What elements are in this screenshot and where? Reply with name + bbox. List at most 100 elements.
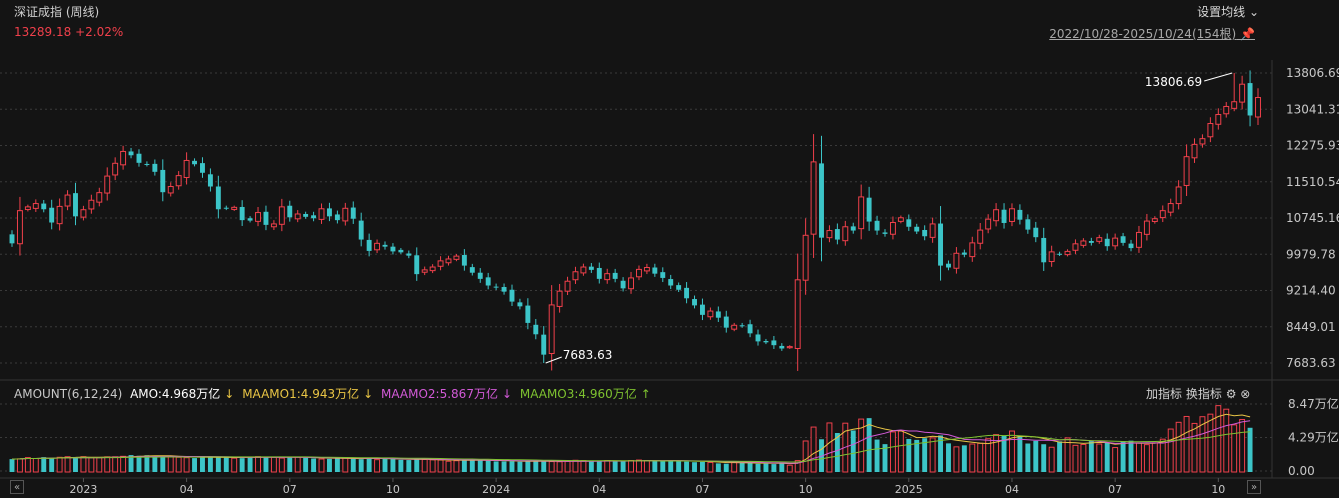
scroll-left-button[interactable]: « [10, 480, 24, 494]
amount-bar-down [192, 458, 197, 472]
amount-bar-up [24, 457, 31, 473]
ma-settings-button[interactable]: 设置均线 ⌄ [1197, 3, 1259, 20]
close-icon[interactable]: ⊗ [1240, 387, 1251, 401]
amount-bar-up [1048, 446, 1055, 473]
amount-bar-down [223, 457, 229, 472]
candle-body-up [270, 223, 277, 228]
amount-bar-down [715, 463, 721, 472]
amo-value: AMO:4.968万亿 [130, 387, 221, 401]
add-indicator-button[interactable]: 加指标 [1146, 387, 1183, 401]
amount-bar-down [382, 458, 388, 472]
candle-body-up [120, 150, 127, 166]
candle-body-down [652, 267, 658, 274]
low-label: 7683.63 [563, 348, 613, 362]
candle-body-up [929, 223, 936, 238]
candle-body-down [128, 151, 134, 156]
candle-body-up [1231, 101, 1238, 109]
candle-body-down [819, 163, 824, 238]
amount-bar-up [1151, 442, 1158, 473]
candle-body-up [278, 206, 285, 225]
amount-bar-down [946, 443, 951, 472]
amount-bar-down [517, 461, 523, 472]
time-tick-label: 2024 [482, 483, 510, 496]
amount-bar-down [1033, 440, 1039, 472]
amount-bar-up [1191, 422, 1198, 473]
indicator-buttons: 加指标 换指标 ⚙ ⊗ [1146, 385, 1250, 402]
candle-body-up [1239, 83, 1246, 103]
candle-body-up [556, 290, 563, 307]
amount-bar-down [668, 460, 674, 472]
amount-bar-up [953, 446, 960, 473]
amount-bar-up [318, 458, 325, 473]
candle-body-up [374, 242, 381, 251]
amount-bar-up [421, 458, 428, 473]
candle-body-down [485, 277, 491, 286]
chevron-down-icon: ⌄ [1248, 5, 1259, 19]
amount-bar-down [612, 460, 618, 472]
amount-bar-down [358, 459, 364, 472]
amount-bar-down [588, 460, 594, 472]
amount-bar-up [1223, 408, 1230, 473]
amount-bar-up [731, 461, 738, 473]
amount-bar-up [445, 460, 452, 473]
candle-body-up [175, 175, 182, 187]
amount-bar-up [56, 456, 63, 473]
amount-bar-down [866, 418, 872, 472]
amount-bar-down [263, 456, 269, 472]
candle-body-up [1175, 186, 1182, 205]
candle-body-up [889, 222, 896, 235]
scroll-right-button[interactable]: » [1247, 480, 1261, 494]
candle-body-up [342, 207, 349, 222]
amount-bar-down [477, 460, 483, 472]
amount-bar-down [1025, 443, 1031, 472]
amount-bar-down [1120, 441, 1126, 472]
amount-bar-up [429, 459, 436, 473]
candle-body-down [1001, 209, 1007, 223]
maamo2-value: MAAMO2:5.867万亿 [381, 387, 498, 401]
amount-bar-up [96, 457, 103, 473]
amount-tick-label: 8.47万亿 [1288, 396, 1339, 411]
amount-bar-down [525, 460, 531, 472]
date-range[interactable]: 2022/10/28-2025/10/24(154根) 📌 [1049, 25, 1255, 42]
candle-body-down [541, 334, 547, 355]
candle-body-up [604, 273, 611, 281]
amount-bar-down [882, 444, 888, 472]
candle-body-up [453, 255, 460, 260]
amount-bar-down [739, 462, 745, 472]
candle-body-down [358, 220, 364, 240]
candle-body-down [73, 193, 78, 217]
amount-bar-up [1143, 444, 1150, 473]
amount-bar-down [723, 463, 729, 472]
price-tick-label: 13041.31 [1286, 102, 1339, 116]
amount-bar-up [1239, 418, 1246, 473]
candle-body-up [993, 209, 1000, 222]
candle-body-up [445, 258, 452, 264]
candle-body-up [1112, 237, 1119, 247]
amount-bar-up [1135, 442, 1142, 473]
candle-body-up [786, 346, 793, 349]
price-tick-label: 12275.93 [1286, 139, 1339, 153]
amount-bar-up [175, 456, 182, 473]
candlesticks [9, 70, 1261, 371]
candle-body-up [1096, 237, 1103, 242]
amount-bar-up [104, 456, 111, 473]
candle-body-down [311, 215, 317, 219]
amount-bar-up [64, 456, 71, 473]
time-tick-label: 04 [180, 483, 194, 496]
candle-body-up [231, 206, 238, 210]
amount-bar-down [1104, 442, 1110, 472]
candle-body-up [167, 186, 174, 194]
amount-bar-down [747, 462, 753, 472]
candle-body-up [802, 234, 809, 281]
candle-body-up [32, 203, 39, 209]
candle-body-down [461, 254, 467, 266]
switch-indicator-button[interactable]: 换指标 [1185, 387, 1222, 401]
price-tick-label: 11510.54 [1286, 175, 1339, 189]
amount-bar-down [406, 460, 412, 472]
candle-body-down [739, 325, 745, 327]
amount-bar-down [136, 455, 142, 472]
pin-icon[interactable]: 📌 [1240, 27, 1255, 41]
chart-title: 深证成指 (周线) [14, 5, 100, 19]
amount-bar-up [16, 458, 23, 473]
gear-icon[interactable]: ⚙ [1225, 387, 1237, 401]
